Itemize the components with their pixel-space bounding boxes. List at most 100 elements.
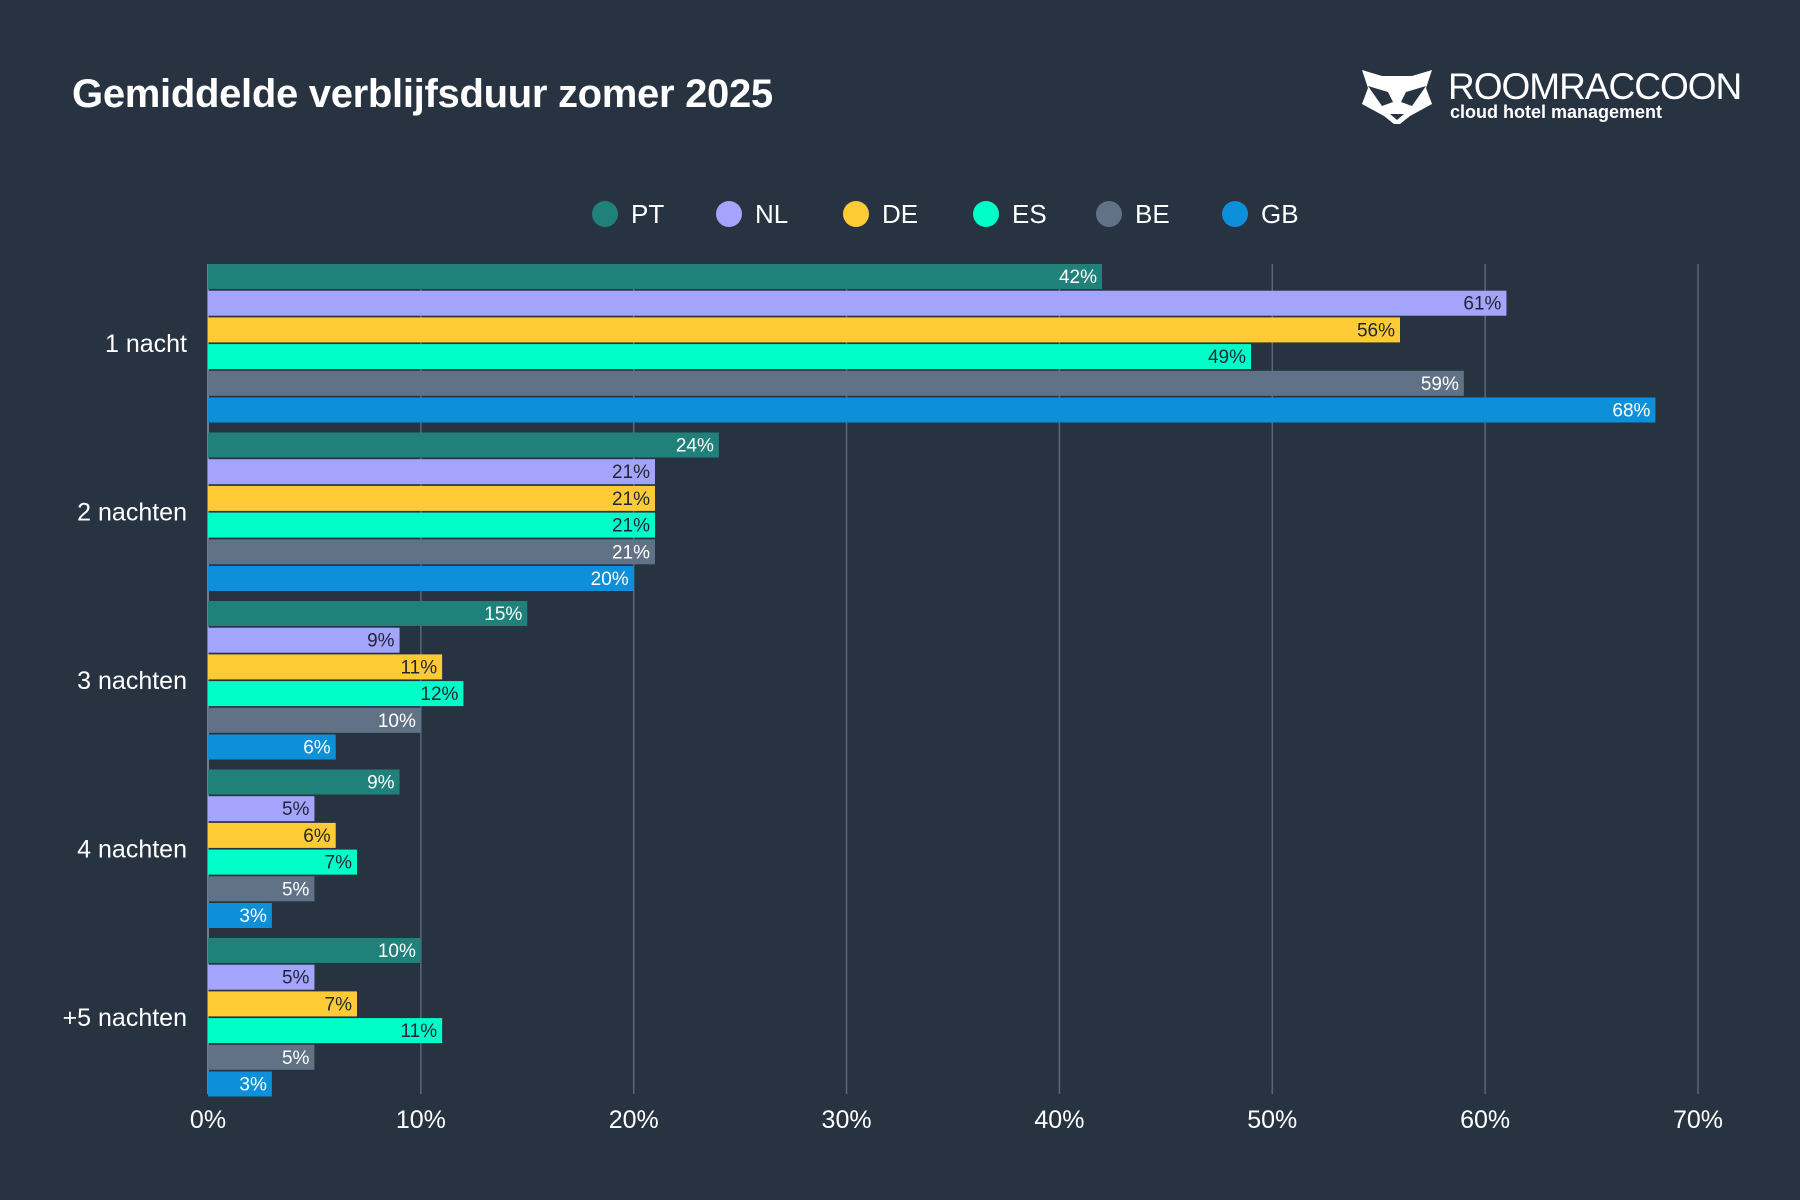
data-label: 61%	[1463, 294, 1501, 315]
data-label: 21%	[612, 516, 650, 537]
bar-nl	[208, 796, 315, 822]
data-label: 6%	[303, 738, 331, 759]
bar-be	[208, 539, 655, 565]
data-label: 3%	[239, 1075, 267, 1096]
legend-label: GB	[1261, 199, 1299, 229]
category-label: 1 nacht	[105, 330, 187, 358]
bar-es	[208, 681, 464, 707]
category-label: +5 nachten	[63, 1004, 187, 1032]
legend-marker	[1222, 201, 1248, 227]
bar-de	[208, 317, 1400, 343]
bar-pt	[208, 601, 528, 626]
x-tick-label: 70%	[1673, 1106, 1723, 1134]
data-label: 59%	[1421, 374, 1459, 395]
data-label: 7%	[325, 994, 353, 1015]
category-labels: 1 nacht 2 nachten 3 nachten 4 nachten +5 nac…	[63, 330, 187, 1032]
raccoon-icon	[1362, 70, 1432, 124]
data-label: 5%	[282, 968, 310, 989]
x-tick-label: 20%	[609, 1106, 659, 1134]
legend-item-nl: NL	[716, 199, 788, 229]
bar-gb	[208, 1071, 272, 1097]
data-label: 5%	[282, 1048, 310, 1069]
x-tick-label: 60%	[1460, 1106, 1510, 1134]
legend-marker	[592, 201, 618, 227]
data-label: 21%	[612, 489, 650, 510]
logo-name: ROOMRACCOON	[1448, 66, 1742, 107]
data-label: 49%	[1208, 347, 1246, 368]
bar-es	[208, 849, 357, 875]
data-label: 3%	[239, 906, 267, 927]
data-label: 5%	[282, 879, 310, 900]
bar-be	[208, 876, 315, 902]
data-label: 21%	[612, 462, 650, 483]
bar-gb	[208, 397, 1656, 423]
category-label: 3 nachten	[77, 667, 187, 695]
legend-item-gb: GB	[1222, 199, 1299, 229]
legend-label: PT	[631, 199, 664, 229]
data-label: 11%	[401, 1021, 438, 1042]
bar-gb	[208, 903, 272, 928]
data-label: 6%	[303, 826, 331, 847]
legend-item-es: ES	[973, 199, 1047, 229]
chart-title: Gemiddelde verblijfsduur zomer 2025	[72, 72, 773, 116]
bar-es	[208, 512, 655, 538]
data-label: 5%	[282, 799, 310, 820]
roomraccoon-logo: ROOMRACCOON cloud hotel management	[1360, 66, 1742, 126]
bar-nl	[208, 627, 400, 653]
legend-marker	[716, 201, 742, 227]
legend-item-de: DE	[843, 199, 918, 229]
data-label: 68%	[1612, 401, 1650, 422]
x-tick-label: 10%	[396, 1106, 446, 1134]
bar-be	[208, 1044, 315, 1070]
category-label: 4 nachten	[77, 836, 187, 864]
bar-nl	[208, 459, 655, 485]
data-label: 21%	[612, 542, 650, 563]
bar-gb	[208, 566, 634, 591]
x-axis-ticks: 0% 10% 20% 30% 40% 50% 60% 70%	[190, 1106, 1723, 1134]
data-label: 15%	[484, 604, 522, 625]
bar-pt	[208, 769, 400, 795]
bar-de	[208, 991, 357, 1017]
bar-be	[208, 707, 421, 733]
bar-be	[208, 370, 1464, 396]
bar-pt	[208, 264, 1102, 289]
bar-nl	[208, 290, 1507, 316]
data-label: 56%	[1357, 320, 1395, 341]
x-tick-label: 50%	[1247, 1106, 1297, 1134]
data-label: 10%	[378, 941, 416, 962]
x-tick-label: 0%	[190, 1106, 226, 1134]
legend-label: BE	[1135, 199, 1170, 229]
legend-item-be: BE	[1096, 199, 1170, 229]
legend-label: ES	[1012, 199, 1047, 229]
legend-label: DE	[882, 199, 918, 229]
bar-de	[208, 822, 336, 848]
legend-marker	[973, 201, 999, 227]
bar-de	[208, 485, 655, 511]
legend-marker	[1096, 201, 1122, 227]
x-tick-label: 30%	[822, 1106, 872, 1134]
data-label: 10%	[378, 711, 416, 732]
bar-pt	[208, 938, 421, 963]
x-tick-label: 40%	[1034, 1106, 1084, 1134]
legend-marker	[843, 201, 869, 227]
bar-gb	[208, 734, 336, 760]
legend-item-pt: PT	[592, 199, 664, 229]
data-label: 12%	[420, 684, 458, 705]
category-label: 2 nachten	[77, 499, 187, 527]
data-label: 42%	[1059, 267, 1097, 288]
data-label: 9%	[367, 773, 395, 794]
data-label: 24%	[676, 436, 714, 457]
data-label: 20%	[591, 569, 629, 590]
bar-es	[208, 344, 1251, 370]
bar-nl	[208, 964, 315, 990]
data-label: 11%	[401, 657, 438, 678]
bar-pt	[208, 432, 719, 458]
logo-tagline: cloud hotel management	[1450, 102, 1663, 122]
data-label: 9%	[367, 631, 395, 652]
legend-label: NL	[755, 199, 788, 229]
data-label: 7%	[325, 853, 353, 874]
bars: 42% 61% 56% 49% 59% 68% 24% 21% 21% 21% 21% 20% 15% 9…	[208, 264, 1656, 1097]
bar-es	[208, 1018, 443, 1044]
legend: PT NL DE ES BE GB	[592, 199, 1299, 229]
